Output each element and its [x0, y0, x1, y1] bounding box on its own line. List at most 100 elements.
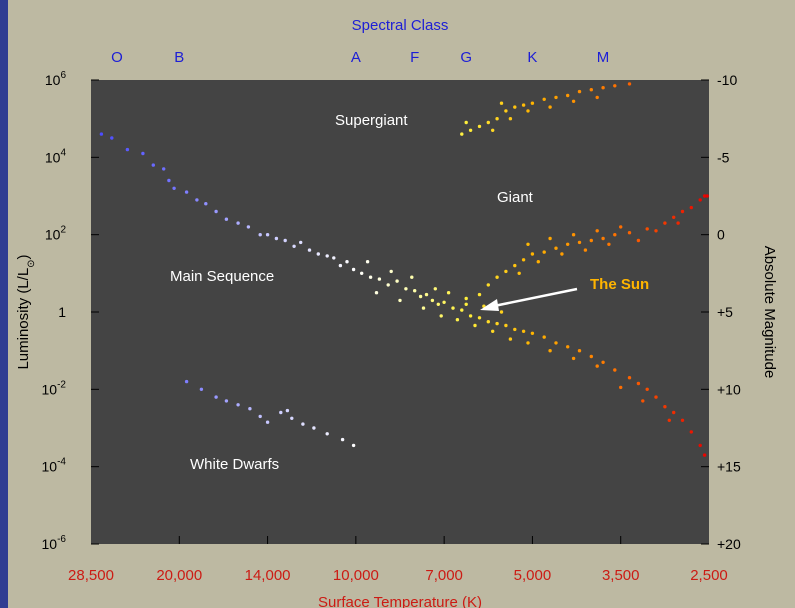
main-sequence-star	[389, 269, 393, 274]
main-sequence-star	[224, 217, 229, 221]
main-sequence-star	[332, 256, 336, 260]
y2-tick-label: -5	[717, 149, 730, 165]
main-sequence-star	[214, 209, 218, 214]
supergiant-star	[491, 128, 495, 132]
main-sequence-star	[613, 368, 617, 372]
main-sequence-star	[265, 233, 270, 237]
main-sequence-label: Main Sequence	[170, 268, 274, 285]
main-sequence-star	[554, 341, 558, 345]
main-sequence-star	[292, 244, 296, 248]
supergiant-star	[504, 109, 508, 113]
white-dwarf-star	[236, 403, 240, 407]
giant-star	[486, 283, 490, 287]
giant-star	[548, 236, 552, 241]
giant-star	[530, 252, 535, 256]
main-sequence-star	[464, 296, 468, 301]
giant-star	[542, 250, 546, 254]
giant-star	[705, 194, 709, 198]
y-tick-label: 104	[45, 147, 67, 165]
x-axis-title: Surface Temperature (K)	[318, 594, 482, 608]
main-sequence-star	[636, 381, 641, 386]
giant-star	[601, 236, 605, 241]
giant-star	[513, 263, 517, 268]
main-sequence-star	[151, 163, 155, 167]
main-sequence-star	[468, 314, 473, 318]
main-sequence-star	[204, 202, 208, 206]
main-sequence-star	[486, 320, 490, 324]
main-sequence-star	[236, 221, 240, 225]
x-tick-label: 5,000	[514, 567, 552, 584]
giant-star	[595, 229, 599, 233]
supergiant-star	[464, 120, 468, 125]
main-sequence-star	[442, 300, 446, 304]
plot-area	[91, 80, 709, 544]
supergiant-star	[554, 95, 558, 100]
main-sequence-star	[641, 399, 645, 403]
spectral-class-m: M	[597, 49, 610, 66]
giant-star	[504, 269, 508, 274]
sun-label: The Sun	[590, 276, 649, 293]
main-sequence-star	[398, 298, 402, 303]
main-sequence-star	[663, 405, 667, 409]
giant-star	[560, 252, 564, 256]
white-dwarf-star	[248, 407, 252, 411]
giant-star	[619, 225, 623, 229]
giant-star	[663, 221, 667, 225]
main-sequence-star	[508, 337, 513, 341]
supergiant-star	[589, 88, 593, 92]
main-sequence-star	[424, 292, 429, 297]
supergiant-star	[508, 117, 513, 121]
supergiant-star	[468, 128, 473, 132]
supergiant-star	[548, 105, 552, 109]
main-sequence-star	[360, 271, 364, 275]
main-sequence-star	[141, 151, 145, 156]
main-sequence-star	[345, 260, 349, 264]
giant-star	[698, 198, 702, 202]
y-tick-label: 106	[45, 70, 67, 88]
main-sequence-star	[184, 190, 189, 194]
sun-arrow-line	[493, 287, 578, 308]
giant-star	[566, 242, 570, 246]
spectral-class-b: B	[174, 49, 184, 66]
supergiant-star	[499, 101, 504, 105]
x-tick-label: 3,500	[602, 567, 640, 584]
main-sequence-star	[404, 287, 408, 291]
main-sequence-star	[571, 356, 576, 361]
y-tick-label: 10-4	[42, 457, 67, 475]
main-sequence-star	[702, 453, 707, 457]
supergiant-star	[486, 120, 490, 125]
spectral-class-a: A	[351, 49, 361, 66]
main-sequence-star	[374, 291, 379, 295]
supergiant-star	[601, 86, 605, 90]
y2-tick-label: -10	[717, 72, 737, 88]
supergiant-star	[530, 101, 535, 105]
supergiant-star	[521, 103, 526, 107]
x-tick-label: 28,500	[68, 567, 114, 584]
giant-label: Giant	[497, 189, 534, 206]
supergiant-star	[613, 84, 617, 88]
main-sequence-star	[162, 167, 166, 171]
giant-star	[702, 194, 707, 198]
supergiant-star	[460, 132, 464, 136]
sun-arrow-head	[480, 299, 499, 311]
y-tick-label: 10-2	[42, 379, 67, 397]
main-sequence-star	[413, 289, 417, 293]
supergiant-label: Supergiant	[335, 112, 408, 129]
main-sequence-star	[672, 410, 676, 415]
x-tick-label: 2,500	[690, 567, 728, 584]
supergiant-star	[526, 109, 530, 113]
supergiant-star	[571, 99, 576, 104]
giant-star	[571, 233, 576, 237]
y2-tick-label: +5	[717, 304, 733, 320]
main-sequence-star	[274, 236, 279, 241]
y-tick-label: 1	[58, 304, 66, 320]
main-sequence-star	[499, 310, 504, 314]
giant-star	[526, 242, 530, 246]
main-sequence-star	[495, 321, 499, 326]
white-dwarf-star	[285, 408, 290, 413]
giant-star	[680, 209, 685, 214]
white-dwarf-star	[312, 426, 316, 430]
main-sequence-star	[125, 147, 130, 152]
white-dwarf-star	[214, 395, 218, 399]
